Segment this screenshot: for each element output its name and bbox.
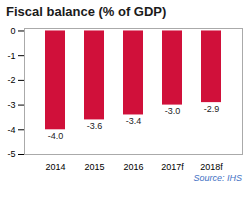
- svg-text:-3.0: -3.0: [165, 106, 181, 116]
- svg-text:2015: 2015: [84, 162, 104, 172]
- svg-text:-4: -4: [7, 125, 15, 135]
- svg-text:-1: -1: [7, 51, 15, 61]
- svg-text:-4.0: -4.0: [48, 131, 64, 141]
- svg-text:-2: -2: [7, 75, 15, 85]
- svg-text:-2.9: -2.9: [204, 104, 220, 114]
- svg-text:-3.4: -3.4: [126, 116, 142, 126]
- svg-text:-3.6: -3.6: [87, 121, 103, 131]
- svg-text:2016: 2016: [123, 162, 143, 172]
- svg-text:2018f: 2018f: [200, 162, 223, 172]
- svg-text:0: 0: [10, 26, 15, 36]
- svg-text:2017f: 2017f: [161, 162, 184, 172]
- svg-text:-5: -5: [7, 149, 15, 159]
- svg-text:2014: 2014: [45, 162, 65, 172]
- html-text:Source: IHS: Source: IHS: [193, 173, 242, 183]
- svg-text:-3: -3: [7, 100, 15, 110]
- html-text:Fiscal balance (% of GDP): Fiscal balance (% of GDP): [6, 4, 167, 19]
